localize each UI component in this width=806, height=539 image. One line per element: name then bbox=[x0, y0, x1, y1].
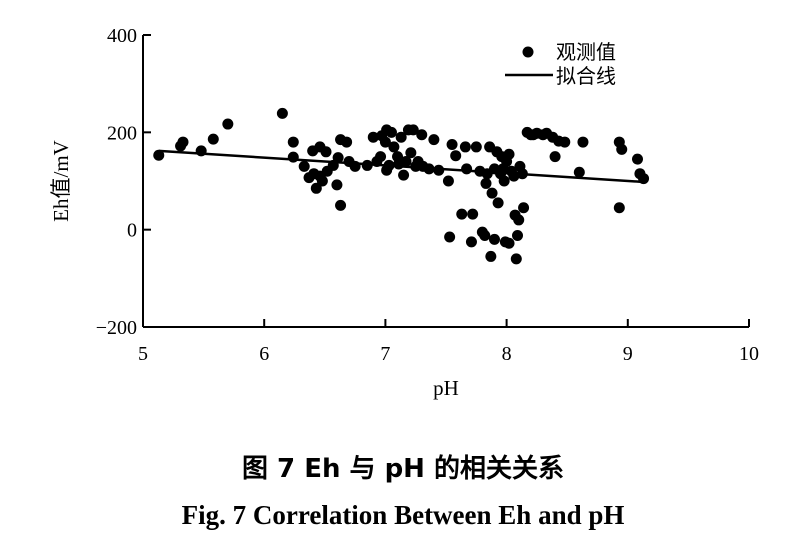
data-point bbox=[331, 179, 343, 191]
data-point bbox=[498, 175, 510, 187]
data-point bbox=[332, 152, 344, 164]
data-point bbox=[335, 199, 347, 211]
data-point bbox=[616, 143, 628, 155]
data-point bbox=[470, 141, 482, 153]
legend-marker-observed bbox=[522, 46, 534, 58]
figure-caption-english: Fig. 7 Correlation Between Eh and pH bbox=[181, 500, 625, 530]
data-point bbox=[361, 159, 373, 171]
data-point bbox=[177, 136, 189, 148]
y-tick-label: 0 bbox=[127, 220, 137, 242]
data-point bbox=[508, 170, 520, 182]
data-point bbox=[465, 236, 477, 248]
y-axis-title: Eh值/mV bbox=[49, 140, 73, 222]
data-point bbox=[367, 131, 379, 143]
data-point bbox=[320, 146, 332, 158]
figure-caption-chinese: 图 7 Eh 与 pH 的相关关系 bbox=[242, 454, 564, 484]
data-point bbox=[416, 129, 428, 141]
x-tick-label: 8 bbox=[502, 343, 512, 365]
data-point bbox=[433, 164, 445, 176]
data-point bbox=[518, 202, 530, 214]
data-point bbox=[207, 133, 219, 145]
data-point bbox=[287, 151, 299, 163]
legend-label-observed: 观测值 bbox=[556, 40, 616, 64]
data-point bbox=[379, 136, 391, 148]
x-tick-label: 9 bbox=[623, 343, 633, 365]
data-point bbox=[195, 145, 207, 157]
data-point bbox=[488, 233, 500, 245]
data-point bbox=[503, 237, 515, 249]
x-tick-label: 7 bbox=[380, 343, 390, 365]
data-point bbox=[310, 182, 322, 194]
data-point bbox=[383, 159, 395, 171]
data-point bbox=[349, 160, 361, 172]
data-point bbox=[407, 124, 419, 136]
data-point bbox=[398, 169, 410, 181]
y-tick-label: −200 bbox=[96, 317, 137, 339]
data-point bbox=[516, 168, 528, 180]
data-point bbox=[480, 177, 492, 189]
x-tick-label: 6 bbox=[259, 343, 269, 365]
data-point bbox=[316, 175, 328, 187]
data-point bbox=[638, 173, 650, 185]
x-tick-label: 5 bbox=[138, 343, 148, 365]
data-point bbox=[486, 187, 498, 199]
data-point bbox=[510, 253, 522, 265]
data-point bbox=[485, 250, 497, 262]
data-point bbox=[631, 153, 643, 165]
legend-label-fit-line: 拟合线 bbox=[556, 64, 616, 88]
data-point bbox=[467, 208, 479, 220]
data-point bbox=[428, 134, 440, 146]
y-tick-label: 400 bbox=[107, 25, 137, 47]
data-point bbox=[459, 141, 471, 153]
x-axis-title: pH bbox=[433, 376, 459, 400]
data-point bbox=[276, 107, 288, 119]
data-point bbox=[341, 136, 353, 148]
data-point bbox=[513, 214, 525, 226]
data-point bbox=[573, 166, 585, 178]
data-point bbox=[395, 131, 407, 143]
y-axis-ticks: −200 0 200 400 bbox=[96, 25, 151, 339]
x-tick-label: 10 bbox=[739, 343, 759, 365]
observed-points-series bbox=[153, 107, 650, 265]
y-tick-label: 200 bbox=[107, 122, 137, 144]
data-point bbox=[405, 147, 417, 159]
data-point bbox=[559, 136, 571, 148]
data-point bbox=[298, 160, 310, 172]
data-point bbox=[512, 230, 524, 242]
legend: 观测值 拟合线 bbox=[505, 40, 616, 88]
data-point bbox=[385, 126, 397, 138]
data-point bbox=[461, 163, 473, 175]
data-point bbox=[388, 141, 400, 153]
x-axis-ticks: 5 6 7 8 9 10 bbox=[138, 319, 759, 365]
data-point bbox=[549, 151, 561, 163]
data-point bbox=[153, 149, 165, 161]
eh-ph-scatter-chart: 5 6 7 8 9 10 −200 0 200 400 pH Eh值/mV 观测值 拟合线 bbox=[49, 25, 759, 400]
data-point bbox=[577, 136, 589, 148]
data-point bbox=[613, 202, 625, 214]
data-point bbox=[446, 139, 458, 150]
data-point bbox=[444, 231, 456, 243]
data-point bbox=[400, 156, 412, 168]
data-point bbox=[492, 197, 504, 209]
data-point bbox=[287, 136, 299, 148]
plot-area bbox=[142, 35, 749, 328]
data-point bbox=[450, 150, 462, 162]
data-point bbox=[456, 208, 468, 220]
data-point bbox=[375, 151, 387, 163]
data-point bbox=[423, 163, 435, 175]
data-point bbox=[222, 118, 234, 130]
data-point bbox=[442, 175, 454, 187]
data-point bbox=[479, 230, 491, 242]
data-point bbox=[503, 148, 515, 160]
